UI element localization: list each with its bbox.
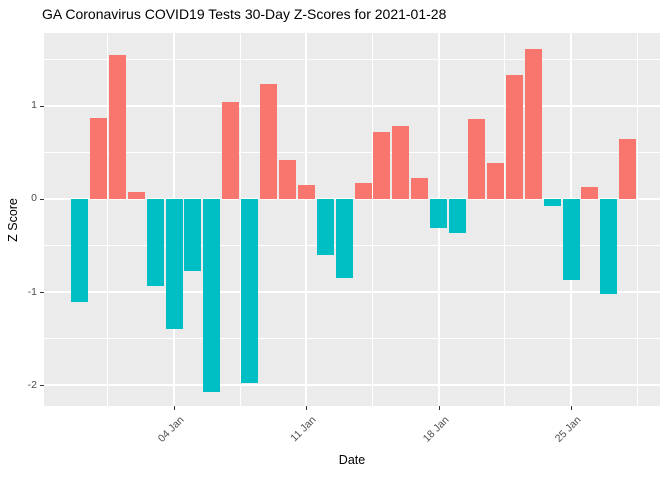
bar-2021-01-16 — [392, 126, 410, 199]
y-tick-mark — [40, 105, 44, 107]
bar-2021-01-09 — [260, 84, 278, 199]
bar-2021-01-23 — [524, 48, 542, 199]
bar-2021-01-04 — [165, 198, 183, 329]
bar-2021-01-28 — [619, 139, 637, 199]
v-gridline-minor — [636, 33, 638, 406]
y-tick-mark — [40, 292, 44, 294]
bar-2021-01-24 — [543, 198, 561, 207]
bar-2021-01-06 — [203, 198, 221, 392]
h-gridline-minor — [44, 58, 660, 60]
bar-2021-01-01 — [108, 55, 126, 199]
v-gridline-minor — [372, 33, 374, 406]
bar-2020-12-30 — [71, 198, 88, 303]
x-tick-label: 25 Jan — [552, 414, 584, 445]
v-gridline-minor — [107, 33, 109, 406]
y-axis-title-wrap: Z Score — [2, 33, 24, 406]
x-tick-label: 04 Jan — [155, 414, 187, 445]
y-tick-mark — [40, 198, 44, 200]
bar-2021-01-25 — [562, 198, 580, 281]
v-gridline-major — [305, 33, 308, 406]
bar-2021-01-08 — [241, 198, 259, 383]
y-tick-label: 1 — [31, 99, 37, 112]
x-tick-mark — [571, 406, 573, 410]
v-gridline-minor — [504, 33, 506, 406]
bar-2021-01-20 — [468, 118, 485, 199]
x-tick-mark — [306, 406, 308, 410]
bar-2021-01-14 — [354, 183, 372, 199]
bar-2021-01-22 — [505, 74, 523, 199]
h-gridline-major — [44, 104, 660, 107]
x-tick-mark — [438, 406, 440, 410]
bar-2021-01-18 — [430, 198, 448, 228]
y-tick-label: 0 — [31, 192, 37, 205]
bar-2021-01-03 — [146, 198, 164, 286]
bar-2021-01-21 — [486, 162, 504, 199]
x-tick-label: 11 Jan — [288, 414, 319, 445]
x-tick-mark — [174, 406, 176, 410]
h-gridline-minor — [44, 338, 660, 340]
x-tick-label: 18 Jan — [420, 414, 452, 445]
x-axis-title: Date — [338, 453, 366, 467]
h-gridline-major — [44, 291, 660, 294]
y-tick-label: -2 — [27, 378, 37, 391]
chart-title: GA Coronavirus COVID19 Tests 30-Day Z-Sc… — [42, 6, 447, 22]
bar-2021-01-12 — [316, 198, 334, 255]
bar-2021-01-10 — [278, 159, 296, 199]
v-gridline-minor — [239, 33, 241, 406]
bar-2021-01-11 — [297, 184, 315, 199]
plot-panel — [44, 33, 660, 406]
y-axis-title: Z Score — [6, 197, 21, 242]
bar-2021-01-07 — [222, 102, 240, 199]
bar-2021-01-05 — [184, 198, 202, 271]
bar-2021-01-15 — [373, 131, 391, 199]
y-tick-mark — [40, 385, 44, 387]
y-tick-label: -1 — [27, 285, 37, 298]
bar-2020-12-31 — [89, 117, 107, 199]
bar-2021-01-27 — [600, 198, 618, 295]
bar-2021-01-17 — [411, 177, 429, 199]
bar-2021-01-19 — [449, 198, 467, 234]
bar-2021-01-26 — [581, 186, 599, 199]
bar-2021-01-02 — [127, 192, 145, 199]
bar-2021-01-13 — [335, 198, 353, 279]
h-gridline-minor — [44, 151, 660, 153]
h-gridline-major — [44, 384, 660, 387]
